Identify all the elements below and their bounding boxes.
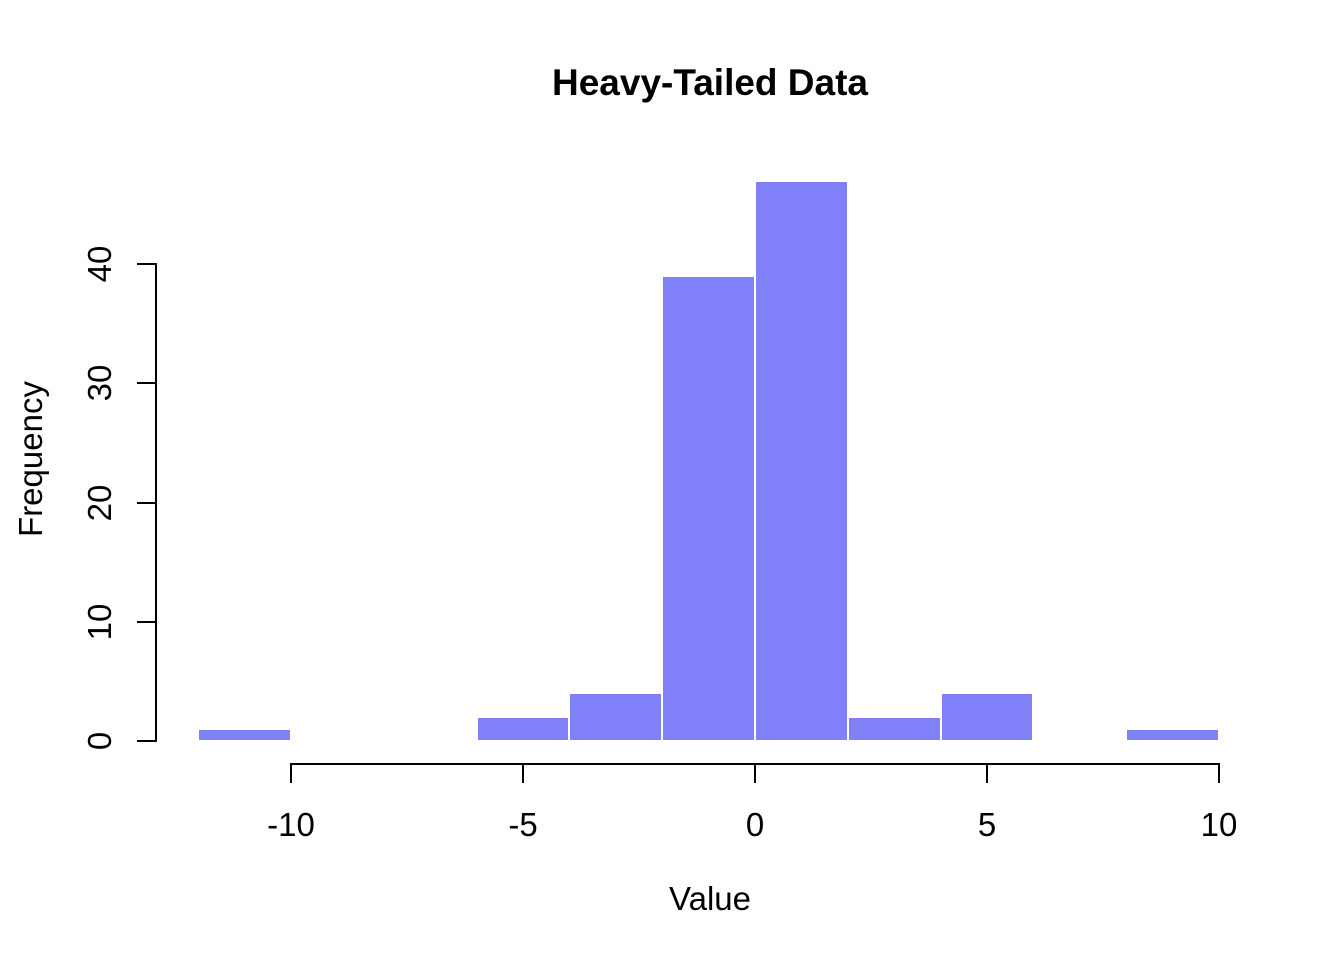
x-tick-label: -5 xyxy=(508,806,538,843)
chart-title: Heavy-Tailed Data xyxy=(552,62,868,103)
x-tick xyxy=(754,764,756,783)
histogram-bar xyxy=(476,717,570,741)
y-tick xyxy=(137,263,156,265)
histogram-bar xyxy=(569,693,663,741)
y-tick xyxy=(137,501,156,504)
y-tick-label: 20 xyxy=(81,484,118,521)
histogram-bar xyxy=(755,180,848,741)
x-tick xyxy=(522,764,524,783)
y-tick xyxy=(137,740,156,742)
histogram-bar xyxy=(847,717,941,741)
y-tick xyxy=(137,620,156,623)
x-tick-label: 0 xyxy=(745,806,765,843)
y-tick-label: 0 xyxy=(81,731,118,751)
x-tick xyxy=(1218,764,1220,783)
y-axis-line xyxy=(155,263,157,742)
x-tick-label: 5 xyxy=(977,806,997,843)
histogram-bar xyxy=(198,729,291,741)
y-tick xyxy=(137,382,156,385)
y-axis-title: Frequency xyxy=(12,381,49,537)
y-tick-label: 10 xyxy=(81,603,118,641)
y-tick-label: 30 xyxy=(81,364,118,402)
histogram-bar xyxy=(1126,729,1219,741)
x-tick xyxy=(986,764,988,783)
histogram-bar xyxy=(940,693,1034,741)
histogram-bar xyxy=(662,275,755,741)
y-tick-label: 40 xyxy=(81,245,118,283)
x-tick-label: 10 xyxy=(1200,806,1238,843)
x-tick-label: -10 xyxy=(267,806,315,843)
x-tick xyxy=(290,764,292,783)
x-axis-title: Value xyxy=(669,880,751,917)
